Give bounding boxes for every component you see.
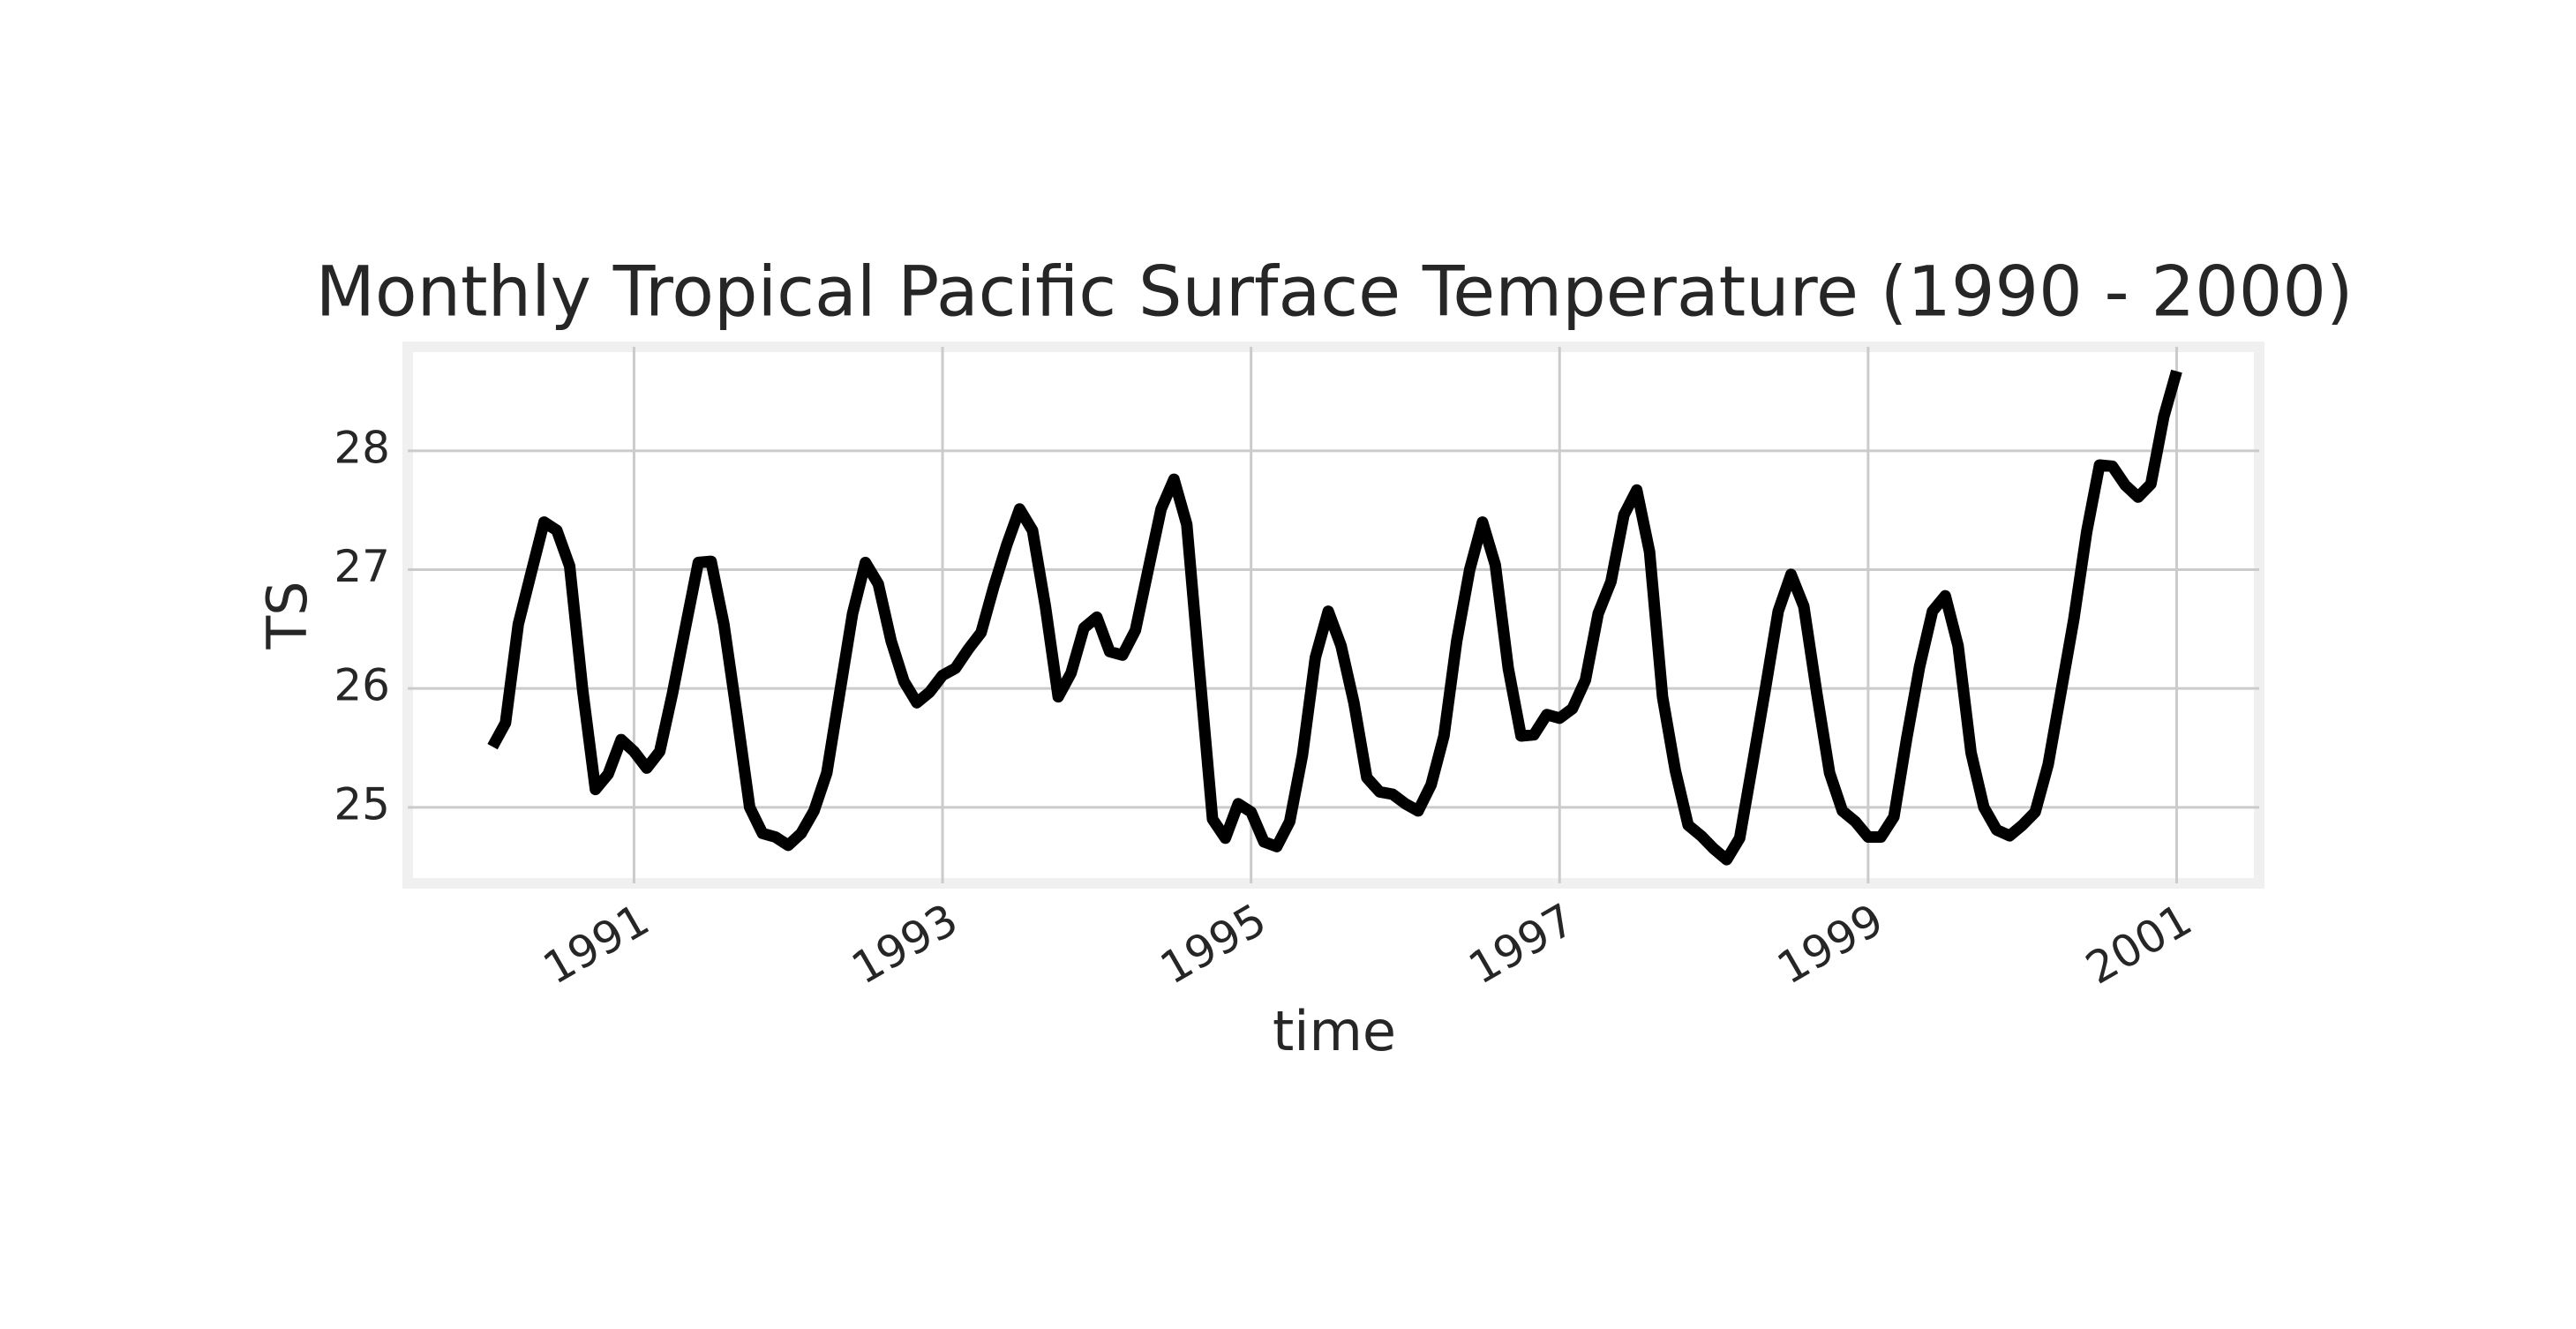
- y-axis-label: TS: [255, 581, 319, 649]
- data-line: [487, 369, 2182, 866]
- y-tick-label: 26: [334, 660, 390, 711]
- y-tick-label: 27: [334, 541, 390, 592]
- y-tick-label: 25: [334, 778, 390, 830]
- chart-title: Monthly Tropical Pacific Surface Tempera…: [316, 252, 2354, 332]
- y-tick-label: 28: [334, 422, 390, 473]
- x-axis-label: time: [1273, 999, 1396, 1063]
